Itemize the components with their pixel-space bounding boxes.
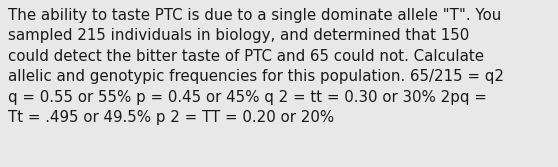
Text: The ability to taste PTC is due to a single dominate allele "T". You
sampled 215: The ability to taste PTC is due to a sin… — [8, 8, 504, 125]
